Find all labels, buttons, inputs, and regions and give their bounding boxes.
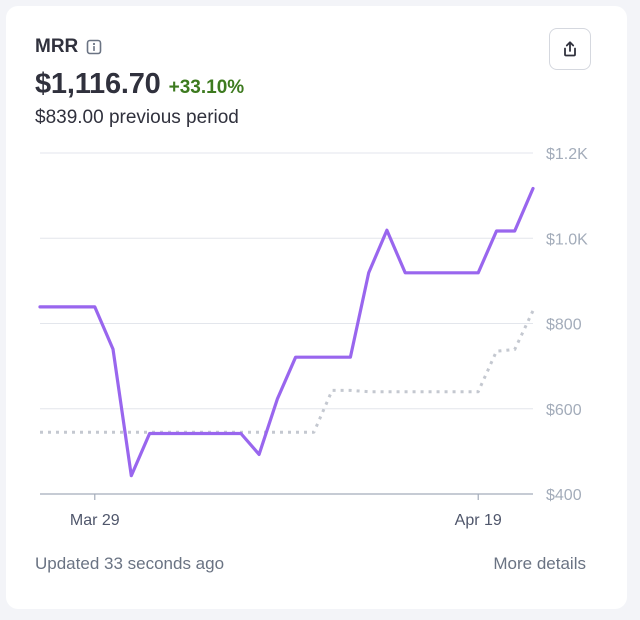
share-button[interactable] bbox=[549, 28, 591, 70]
current-value: $1,116.70 bbox=[35, 68, 161, 100]
change-badge: +33.10% bbox=[168, 77, 245, 98]
label-layer: $400 $600 $800 $1.0K $1.2K Mar 29 Apr 19 bbox=[70, 146, 588, 529]
current-period-line bbox=[38, 186, 535, 478]
updated-timestamp: Updated 33 seconds ago bbox=[35, 554, 225, 573]
info-icon[interactable] bbox=[86, 39, 102, 55]
previous-period: $839.00 previous period bbox=[35, 107, 239, 128]
y-tick-label: $600 bbox=[546, 402, 582, 419]
y-tick-label: $1.2K bbox=[546, 146, 588, 163]
mrr-line-chart: $400 $600 $800 $1.0K $1.2K Mar 29 Apr 19 bbox=[38, 146, 588, 529]
more-details-link[interactable]: More details bbox=[493, 554, 586, 573]
value-row: $1,116.70 +33.10% bbox=[35, 68, 244, 101]
grid-layer bbox=[40, 152, 533, 500]
x-tick-label: Mar 29 bbox=[70, 512, 120, 529]
y-tick-label: $1.0K bbox=[546, 231, 588, 248]
x-tick-label: Apr 19 bbox=[455, 512, 502, 529]
metric-title: MRR bbox=[35, 36, 79, 57]
previous-period-line bbox=[40, 310, 535, 434]
series-layer bbox=[38, 186, 535, 478]
title-row: MRR bbox=[35, 36, 102, 58]
share-icon bbox=[564, 41, 576, 57]
y-tick-label: $800 bbox=[546, 317, 582, 334]
mrr-card: MRR $1,116.70 +33.10% $839.00 previous p… bbox=[6, 6, 627, 609]
y-tick-label: $400 bbox=[546, 487, 582, 504]
